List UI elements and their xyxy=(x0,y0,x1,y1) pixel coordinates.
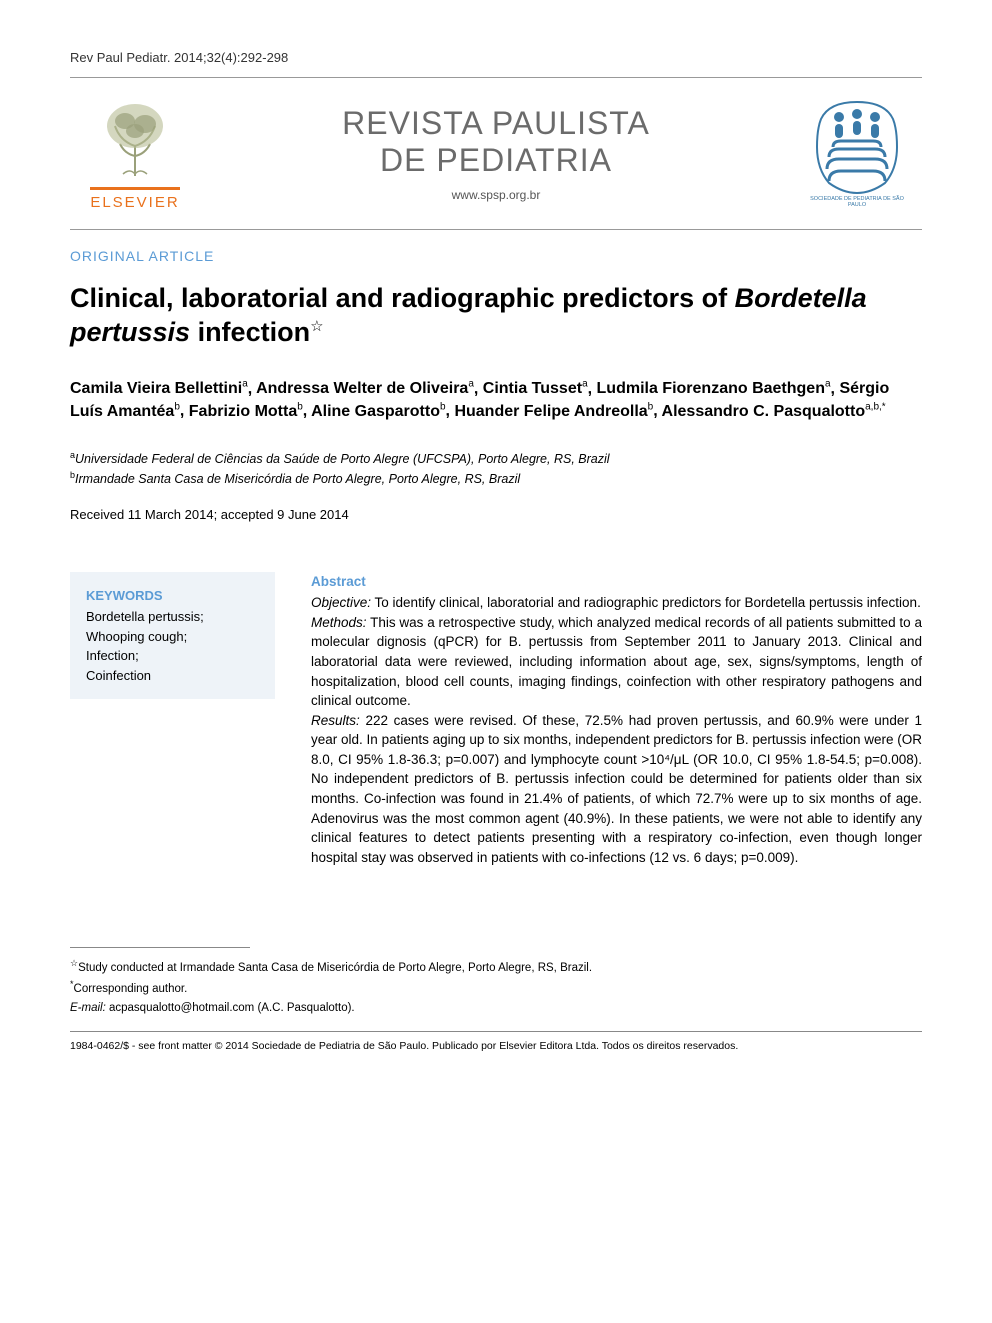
title-part1: Clinical, laboratorial and radiographic … xyxy=(70,283,735,313)
society-logo-icon xyxy=(815,99,900,194)
abstract-section-text: This was a retrospective study, which an… xyxy=(311,615,922,708)
abstract-section-label: Objective: xyxy=(311,595,371,610)
author: Alessandro C. Pasqualottoa,b,* xyxy=(662,403,886,420)
abstract-section-label: Results: xyxy=(311,713,360,728)
journal-name-line1: REVISTA PAULISTA xyxy=(190,105,802,142)
journal-name-line2: DE PEDIATRIA xyxy=(190,142,802,179)
keywords-heading: KEYWORDS xyxy=(86,586,259,606)
keyword-item: Infection; xyxy=(86,646,259,666)
abstract-section: Objective: To identify clinical, laborat… xyxy=(311,593,922,613)
abstract-body: Objective: To identify clinical, laborat… xyxy=(311,593,922,867)
abstract-row: KEYWORDS Bordetella pertussis;Whooping c… xyxy=(70,572,922,867)
affiliation: aUniversidade Federal de Ciências da Saú… xyxy=(70,449,922,469)
footnote-email-value: acpasqualotto@hotmail.com (A.C. Pasqualo… xyxy=(109,1002,355,1014)
author-affil-mark: a xyxy=(825,379,831,390)
affiliation-mark: b xyxy=(70,470,75,480)
elsevier-logo-block: ELSEVIER xyxy=(80,96,190,211)
copyright-rule xyxy=(70,1031,922,1032)
author-affil-mark: a xyxy=(468,379,474,390)
keyword-item: Whooping cough; xyxy=(86,627,259,647)
society-caption: SOCIEDADE DE PEDIATRIA DE SÃO PAULO xyxy=(802,196,912,208)
footnote-email: E-mail: acpasqualotto@hotmail.com (A.C. … xyxy=(70,999,922,1017)
author-affil-mark: a,b,* xyxy=(865,401,886,412)
abstract-section-label: Methods: xyxy=(311,615,367,630)
affiliation: bIrmandade Santa Casa de Misericórdia de… xyxy=(70,469,922,489)
journal-header: ELSEVIER REVISTA PAULISTA DE PEDIATRIA w… xyxy=(70,77,922,230)
affiliation-list: aUniversidade Federal de Ciências da Saú… xyxy=(70,449,922,489)
article-dates: Received 11 March 2014; accepted 9 June … xyxy=(70,507,922,522)
author: Cintia Tusseta xyxy=(483,380,588,397)
keyword-item: Bordetella pertussis; xyxy=(86,607,259,627)
citation-line: Rev Paul Pediatr. 2014;32(4):292-298 xyxy=(70,50,922,65)
author-affil-mark: b xyxy=(440,401,446,412)
abstract-heading: Abstract xyxy=(311,572,922,592)
author: Ludmila Fiorenzano Baethgena xyxy=(597,380,831,397)
author-affil-mark: a xyxy=(242,379,248,390)
abstract-section: Results: 222 cases were revised. Of thes… xyxy=(311,711,922,868)
keywords-box: KEYWORDS Bordetella pertussis;Whooping c… xyxy=(70,572,275,700)
footnote-study: ☆Study conducted at Irmandade Santa Casa… xyxy=(70,956,922,977)
author-affil-mark: b xyxy=(174,401,180,412)
abstract-section-text: 222 cases were revised. Of these, 72.5% … xyxy=(311,713,922,865)
author: Huander Felipe Andreollab xyxy=(454,403,653,420)
society-logo-block: SOCIEDADE DE PEDIATRIA DE SÃO PAULO xyxy=(802,99,912,208)
article-type-label: ORIGINAL ARTICLE xyxy=(70,248,922,264)
author-affil-mark: a xyxy=(582,379,588,390)
keywords-items: Bordetella pertussis;Whooping cough;Infe… xyxy=(86,607,259,685)
author: Camila Vieira Bellettinia xyxy=(70,380,248,397)
abstract-section: Methods: This was a retrospective study,… xyxy=(311,613,922,711)
citation-text: Rev Paul Pediatr. 2014;32(4):292-298 xyxy=(70,50,288,65)
title-note-mark: ☆ xyxy=(310,318,323,335)
footnotes-block: ☆Study conducted at Irmandade Santa Casa… xyxy=(70,956,922,1017)
affiliation-mark: a xyxy=(70,450,75,460)
footnote-corr-text: Corresponding author. xyxy=(74,983,188,995)
elsevier-tree-icon xyxy=(95,96,175,181)
abstract-section-text: To identify clinical, laboratorial and r… xyxy=(371,595,921,610)
abstract-column: Abstract Objective: To identify clinical… xyxy=(311,572,922,867)
footnote-study-mark: ☆ xyxy=(70,958,78,968)
author-list: Camila Vieira Bellettinia, Andressa Welt… xyxy=(70,378,922,423)
journal-title-block: REVISTA PAULISTA DE PEDIATRIA www.spsp.o… xyxy=(190,105,802,203)
footnote-rule xyxy=(70,947,250,948)
footnote-email-label: E-mail: xyxy=(70,1002,106,1014)
elsevier-wordmark: ELSEVIER xyxy=(90,187,179,211)
author-affil-mark: b xyxy=(297,401,303,412)
title-part2: infection xyxy=(190,317,310,347)
author-affil-mark: b xyxy=(648,401,654,412)
keyword-item: Coinfection xyxy=(86,666,259,686)
footnote-study-text: Study conducted at Irmandade Santa Casa … xyxy=(78,962,592,974)
copyright-line: 1984-0462/$ - see front matter © 2014 So… xyxy=(70,1040,922,1052)
author: Fabrizio Mottab xyxy=(189,403,303,420)
author: Andressa Welter de Oliveiraa xyxy=(256,380,474,397)
author: Aline Gasparottob xyxy=(311,403,445,420)
footnote-corresponding: *Corresponding author. xyxy=(70,977,922,998)
article-title: Clinical, laboratorial and radiographic … xyxy=(70,282,922,350)
journal-url: www.spsp.org.br xyxy=(190,188,802,202)
